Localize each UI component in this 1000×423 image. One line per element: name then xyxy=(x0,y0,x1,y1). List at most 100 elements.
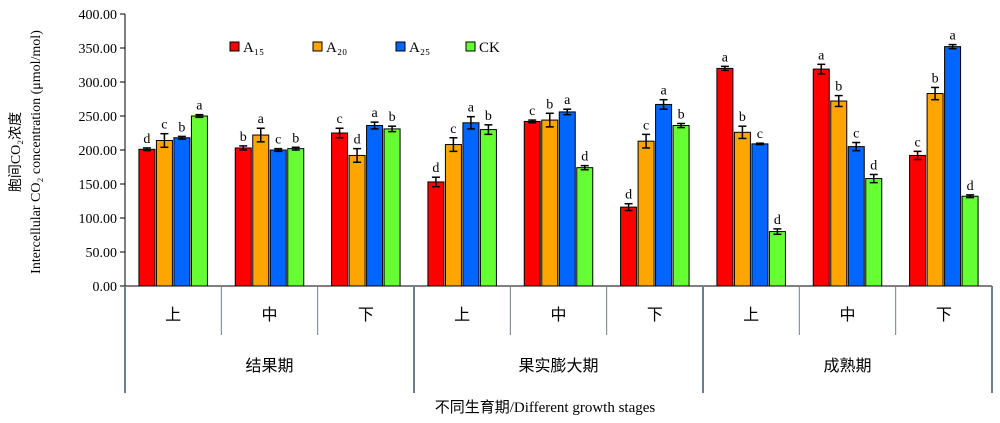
bar xyxy=(173,137,191,287)
significance-letter: a xyxy=(196,99,203,114)
significance-letter: a xyxy=(564,93,571,108)
significance-letter: a xyxy=(722,50,729,65)
bar xyxy=(138,148,156,287)
bar xyxy=(830,100,848,287)
bar xyxy=(944,46,962,287)
bar xyxy=(331,132,349,287)
x-category-label: 下 xyxy=(936,307,952,324)
x-group-label: 果实膨大期 xyxy=(518,357,598,375)
bar xyxy=(558,111,576,287)
y-axis-ticks: 0.00 50.00 100.00 150.00 200.00 250.00 300.00 3… xyxy=(79,8,125,295)
x-group-labels: 结果期 果实膨大期 成熟期 xyxy=(245,357,871,375)
significance-letter: b xyxy=(546,97,553,112)
bar xyxy=(847,146,865,287)
bar xyxy=(576,167,594,287)
bar xyxy=(637,140,655,287)
bar xyxy=(269,149,287,287)
significance-letter: d xyxy=(870,158,877,173)
significance-letter: a xyxy=(660,84,667,99)
bar xyxy=(655,103,673,287)
bar xyxy=(541,119,559,287)
bar xyxy=(523,120,541,287)
x-category-label: 中 xyxy=(550,306,566,324)
x-group-label: 结果期 xyxy=(245,357,293,375)
significance-letter: d xyxy=(432,161,439,176)
y-tick-label: 150.00 xyxy=(79,178,118,193)
legend-swatch xyxy=(465,41,476,52)
bar xyxy=(751,143,769,287)
legend: A₁₅ A₂₀ A₂₅ CK xyxy=(229,40,500,56)
bar xyxy=(190,115,208,287)
bar xyxy=(733,131,751,287)
legend-label: CK xyxy=(479,40,500,56)
significance-letter: c xyxy=(275,133,281,148)
bar xyxy=(462,122,480,287)
bar xyxy=(865,178,883,287)
significance-letter: a xyxy=(258,112,265,127)
bar xyxy=(383,128,401,287)
bar xyxy=(348,154,366,287)
significance-letter: d xyxy=(581,150,588,165)
significance-letter: c xyxy=(643,118,649,133)
bar xyxy=(961,195,979,287)
y-tick-label: 300.00 xyxy=(79,76,118,91)
bar xyxy=(926,93,944,287)
significance-letter: b xyxy=(389,110,396,125)
x-category-label: 上 xyxy=(454,306,470,324)
significance-letter: c xyxy=(757,127,763,142)
legend-swatch xyxy=(229,41,240,52)
bar xyxy=(427,181,445,287)
bar xyxy=(252,134,270,287)
y-tick-label: 50.00 xyxy=(86,246,118,261)
significance-letter: b xyxy=(178,120,185,135)
significance-letter: c xyxy=(336,112,342,127)
y-tick-label: 250.00 xyxy=(79,110,118,125)
significance-letter: a xyxy=(949,29,956,44)
bar xyxy=(716,67,734,287)
significance-letter: b xyxy=(485,109,492,124)
bar xyxy=(234,147,252,287)
y-tick-label: 200.00 xyxy=(79,144,118,159)
y-tick-label: 350.00 xyxy=(79,42,118,57)
x-group-label: 成熟期 xyxy=(823,357,871,375)
significance-letter: c xyxy=(450,122,456,137)
bar xyxy=(479,129,497,287)
significance-letter: b xyxy=(835,80,842,95)
legend-label: A₂₀ xyxy=(326,40,347,56)
x-axis-title: 不同生育期/Different growth stages xyxy=(435,399,656,416)
significance-letter: a xyxy=(468,101,475,116)
y-tick-label: 400.00 xyxy=(79,8,118,23)
significance-letter: a xyxy=(818,48,825,63)
error-bars xyxy=(142,43,975,236)
y-tick-label: 100.00 xyxy=(79,212,118,227)
x-category-label: 中 xyxy=(839,306,855,324)
x-category-label: 下 xyxy=(358,307,374,324)
bar xyxy=(366,125,384,287)
bar xyxy=(444,144,462,287)
significance-letter: d xyxy=(143,132,150,147)
legend-label: A₁₅ xyxy=(243,40,264,56)
y-axis-title-line2: Intercellular CO₂ concentration (μmol/mo… xyxy=(29,30,44,274)
significance-letter: d xyxy=(774,213,781,228)
significance-letter: c xyxy=(914,135,920,150)
bar xyxy=(155,139,173,287)
significance-letter: b xyxy=(739,110,746,125)
significance-letter: c xyxy=(529,104,535,119)
y-axis-title: 胞间CO₂浓度 Intercellular CO₂ concentration … xyxy=(8,30,44,274)
x-category-labels: 上中下上中下上中下 xyxy=(165,306,952,324)
x-category-label: 下 xyxy=(647,307,663,324)
significance-letter: d xyxy=(625,188,632,203)
significance-letter: a xyxy=(371,106,378,121)
y-axis-title-line1: 胞间CO₂浓度 xyxy=(8,112,24,192)
significance-letter: c xyxy=(853,127,859,142)
bar xyxy=(620,206,638,287)
bar xyxy=(672,125,690,287)
bar xyxy=(287,148,305,287)
legend-label: A₂₅ xyxy=(409,40,430,56)
significance-letter: b xyxy=(678,107,685,122)
significance-letter: c xyxy=(161,118,167,133)
significance-letter: b xyxy=(932,71,939,86)
legend-swatch xyxy=(395,41,406,52)
